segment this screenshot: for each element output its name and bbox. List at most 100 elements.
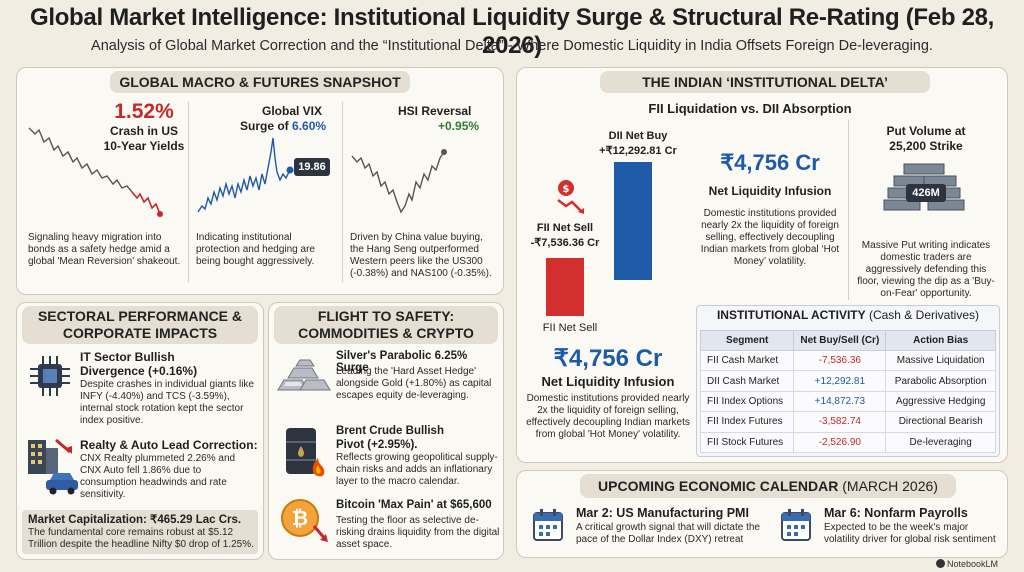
delta-header: THE INDIAN ‘INSTITUTIONAL DELTA’ xyxy=(600,71,930,93)
us10y-endpoint xyxy=(157,211,163,217)
silver-bars-icon xyxy=(277,359,331,391)
sectoral-header-line2: CORPORATE IMPACTS xyxy=(62,325,218,341)
calendar-icon xyxy=(533,509,563,541)
vix-label-2: Surge of 6.60% xyxy=(240,119,350,133)
realty-title: Realty & Auto Lead Correction: xyxy=(80,438,258,452)
dii-label: DII Net Buy xyxy=(608,130,668,142)
delta-divider xyxy=(848,120,849,300)
it-title-2: Divergence (+0.16%) xyxy=(80,364,198,378)
page-subtitle: Analysis of Global Market Correction and… xyxy=(91,38,933,54)
event-1-desc: A critical growth signal that will dicta… xyxy=(576,522,760,545)
put-title-2: 25,200 Strike xyxy=(889,139,963,153)
net-cell: +12,292.81 xyxy=(793,370,887,392)
calendar-icon xyxy=(781,509,811,541)
money-down-icon: $ xyxy=(557,180,584,214)
page-title: Global Market Intelligence: Institutiona… xyxy=(29,4,995,59)
infusion-big-label: Net Liquidity Infusion xyxy=(541,374,675,389)
sectoral-header-line1: SECTORAL PERFORMANCE & xyxy=(37,308,243,324)
notebooklm-logo-icon xyxy=(936,559,945,568)
bias-cell: De-leveraging xyxy=(885,431,996,453)
macro-header: GLOBAL MACRO & FUTURES SNAPSHOT xyxy=(110,71,410,93)
macro-divider-1 xyxy=(188,102,189,282)
it-desc: Despite crashes in individual giants lik… xyxy=(80,379,254,426)
table-row: FII Cash Market -7,536.36 Massive Liquid… xyxy=(699,349,996,372)
vix-value: 6.60% xyxy=(292,119,327,133)
bias-cell: Directional Bearish xyxy=(885,411,996,433)
fii-bar xyxy=(546,258,584,316)
event-1-title: Mar 2: US Manufacturing PMI xyxy=(576,506,749,520)
table-row: FII Stock Futures -2,526.90 De-leveragin… xyxy=(699,431,996,453)
hsi-desc: Driven by China value buying, the Hang S… xyxy=(350,232,492,279)
flight-header: FLIGHT TO SAFETY: COMMODITIES & CRYPTO xyxy=(274,306,498,344)
calendar-header: UPCOMING ECONOMIC CALENDAR (MARCH 2026) xyxy=(580,474,956,498)
vix-desc: Indicating institutional protection and … xyxy=(196,232,315,267)
activity-title-bold: INSTITUTIONAL ACTIVITY xyxy=(716,308,866,322)
fii-value: -₹7,536.36 Cr xyxy=(530,237,600,249)
table-row: FII Index Futures -3,582.74 Directional … xyxy=(699,411,996,433)
segment-cell: FII Index Options xyxy=(699,390,795,413)
put-title-1: Put Volume at xyxy=(886,124,966,138)
put-badge: 426M xyxy=(906,184,946,202)
infusion-big-desc: Domestic institutions provided nearly 2x… xyxy=(526,393,690,440)
infusion-big-value: ₹4,756 Cr xyxy=(553,345,663,372)
fii-bottom-label: FII Net Sell xyxy=(542,322,598,334)
hsi-endpoint xyxy=(441,149,447,155)
segment-cell: FII Cash Market xyxy=(699,349,795,372)
bias-cell: Massive Liquidation xyxy=(885,349,996,372)
flight-header-line2: COMMODITIES & CRYPTO xyxy=(298,325,474,341)
net-cell: -3,582.74 xyxy=(793,411,887,433)
net-cell: -7,536.36 xyxy=(793,349,887,372)
infusion-mid-desc: Domestic institutions provided nearly 2x… xyxy=(700,208,840,267)
oil-barrel-icon xyxy=(286,428,325,477)
us10y-chart xyxy=(28,127,163,217)
dii-bar xyxy=(614,162,652,280)
bias-cell: Parabolic Absorption xyxy=(885,370,996,392)
table-row: DII Cash Market +12,292.81 Parabolic Abs… xyxy=(699,370,996,392)
hsi-chart xyxy=(351,149,447,214)
crude-desc: Reflects growing geopolitical supply-cha… xyxy=(336,452,498,487)
bias-cell: Aggressive Hedging xyxy=(885,390,996,413)
btc-title: Bitcoin 'Max Pain' at $65,600 xyxy=(336,499,492,511)
building-car-icon xyxy=(28,438,78,495)
sectoral-header: SECTORAL PERFORMANCE & CORPORATE IMPACTS xyxy=(22,306,258,344)
us10y-value: 1.52% xyxy=(114,100,174,123)
us10y-label-1: Crash in US xyxy=(109,124,178,138)
flight-header-line1: FLIGHT TO SAFETY: xyxy=(317,308,455,324)
delta-subheader: FII Liquidation vs. DII Absorption xyxy=(648,101,852,116)
segment-cell: DII Cash Market xyxy=(699,370,795,392)
us10y-desc: Signaling heavy migration into bonds as … xyxy=(28,232,181,267)
vix-chart xyxy=(197,137,294,213)
vix-badge: 19.86 xyxy=(294,158,330,176)
dii-value: +₹12,292.81 Cr xyxy=(599,145,677,157)
vix-label-1: Global VIX xyxy=(262,104,323,118)
bitcoin-icon: ₿ xyxy=(281,499,328,542)
mcap-title: Market Capitalization: ₹465.29 Lac Crs. xyxy=(28,514,242,526)
crude-title: Brent Crude Bullish Pivot (+2.95%). xyxy=(336,425,444,451)
silver-title: Silver's Parabolic 6.25% Surge xyxy=(336,350,468,374)
vix-endpoint xyxy=(286,166,294,174)
fii-label: FII Net Sell xyxy=(536,222,594,234)
net-cell: +14,872.73 xyxy=(793,390,887,413)
realty-desc: CNX Realty plummeted 2.26% and CNX Auto … xyxy=(80,453,236,500)
col-header-segment: Segment xyxy=(699,330,795,351)
hsi-label: HSI Reversal xyxy=(398,104,472,118)
calendar-header-rest: (MARCH 2026) xyxy=(838,478,938,494)
activity-title-rest: (Cash & Derivatives) xyxy=(865,308,980,322)
svg-text:₿: ₿ xyxy=(292,506,308,530)
vix-label-prefix: Surge of xyxy=(240,119,293,133)
watermark-text: NotebookLM xyxy=(947,559,999,569)
infusion-mid-label: Net Liquidity Infusion xyxy=(708,184,832,198)
net-cell: -2,526.90 xyxy=(793,431,887,453)
segment-cell: FII Index Futures xyxy=(699,411,795,433)
svg-text:$: $ xyxy=(563,184,570,195)
col-header-bias: Action Bias xyxy=(885,330,996,351)
infusion-mid-value: ₹4,756 Cr xyxy=(720,150,820,175)
cpu-chip-icon xyxy=(30,356,70,396)
fii-dii-chart xyxy=(546,162,652,316)
it-title-1: IT Sector Bullish xyxy=(80,350,175,364)
macro-divider-2 xyxy=(342,102,343,282)
calendar-header-bold: UPCOMING ECONOMIC CALENDAR xyxy=(598,478,839,494)
btc-desc: Testing the floor as selective de-riskin… xyxy=(336,515,500,550)
mcap-desc: The fundamental core remains robust at $… xyxy=(28,527,254,550)
table-row: FII Index Options +14,872.73 Aggressive … xyxy=(699,390,996,413)
